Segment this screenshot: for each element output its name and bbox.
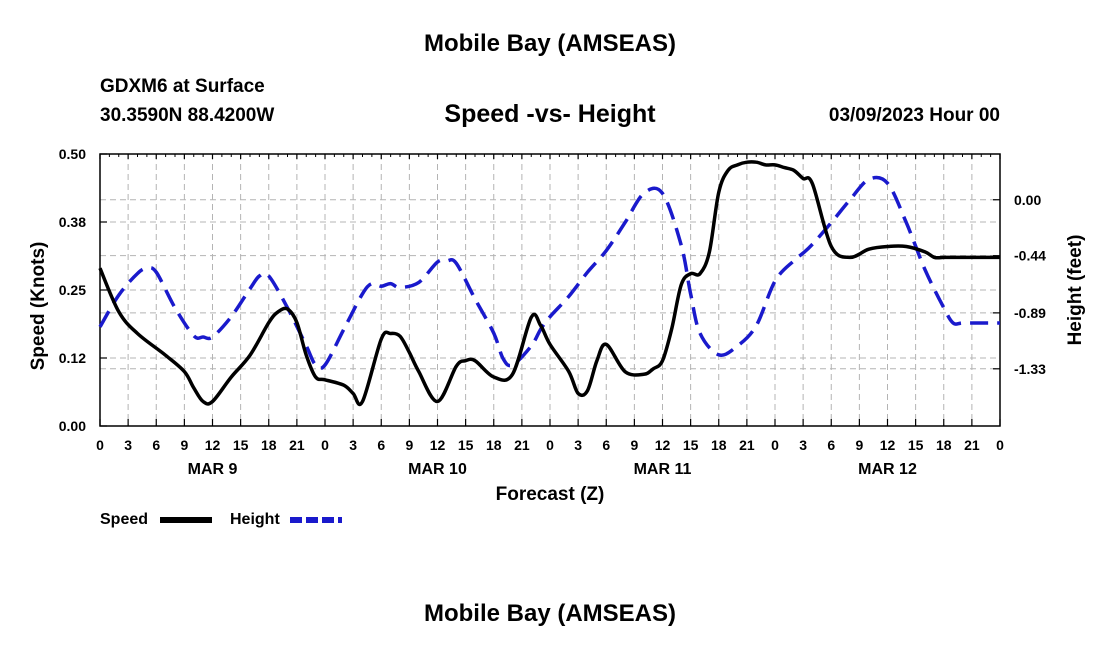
x-tick-label: 0 [546,437,554,453]
x-tick-label: 6 [377,437,385,453]
y-tick-label: 0.12 [59,350,86,366]
x-tick-label: 12 [655,437,671,453]
x-tick-label: 15 [683,437,699,453]
x-tick-label: 3 [124,437,132,453]
x-tick-label: 6 [602,437,610,453]
station-label: GDXM6 at Surface [100,76,265,97]
height-series-line [98,175,1000,371]
x-tick-label: 18 [711,437,727,453]
date-label: MAR 11 [634,461,692,478]
x-axis-label: Forecast (Z) [496,484,605,505]
x-tick-label: 21 [964,437,980,453]
date-label: MAR 9 [188,461,238,478]
y2-tick-label: 0.00 [1014,192,1041,208]
x-tick-label: 3 [799,437,807,453]
y2-axis-label: Height (feet) [1065,235,1086,346]
x-tick-label: 6 [152,437,160,453]
datetime-label: 03/09/2023 Hour 00 [828,105,1000,126]
legend-speed-label: Speed [100,511,148,528]
x-tick-label: 12 [430,437,446,453]
x-tick-label: 12 [205,437,221,453]
y2-tick-label: -1.33 [1014,361,1046,377]
x-tick-label: 9 [405,437,413,453]
x-tick-label: 0 [996,437,1004,453]
x-tick-label: 0 [96,437,104,453]
y2-tick-label: -0.44 [1014,248,1046,264]
x-tick-label: 21 [289,437,305,453]
x-tick-label: 0 [771,437,779,453]
x-tick-label: 9 [630,437,638,453]
chart-subtitle: Speed -vs- Height [444,100,656,128]
y-tick-label: 0.00 [59,418,86,434]
x-tick-label: 9 [855,437,863,453]
speed-series-line [98,160,1000,407]
x-tick-label: 6 [827,437,835,453]
legend-height-label: Height [230,511,280,528]
y2-tick-label: -0.89 [1014,305,1046,321]
x-tick-label: 12 [880,437,896,453]
date-label: MAR 10 [408,461,467,478]
x-tick-label: 0 [321,437,329,453]
y-axis-label: Speed (Knots) [28,242,49,371]
y-tick-label: 0.38 [59,214,86,230]
footer-title: Mobile Bay (AMSEAS) [423,600,677,627]
x-tick-label: 9 [180,437,188,453]
x-tick-label: 3 [349,437,357,453]
x-tick-label: 18 [261,437,277,453]
date-label: MAR 12 [858,461,917,478]
chart-title: Mobile Bay (AMSEAS) [423,30,677,57]
coordinates-label: 30.3590N 88.4200W [100,105,275,126]
x-tick-label: 3 [574,437,582,453]
x-tick-label: 21 [739,437,755,453]
x-tick-label: 15 [458,437,474,453]
x-tick-label: 18 [486,437,502,453]
x-tick-label: 21 [514,437,530,453]
x-tick-label: 18 [936,437,952,453]
x-tick-label: 15 [233,437,249,453]
y-tick-label: 0.50 [59,146,86,162]
x-tick-label: 15 [908,437,924,453]
y-tick-label: 0.25 [59,282,86,298]
